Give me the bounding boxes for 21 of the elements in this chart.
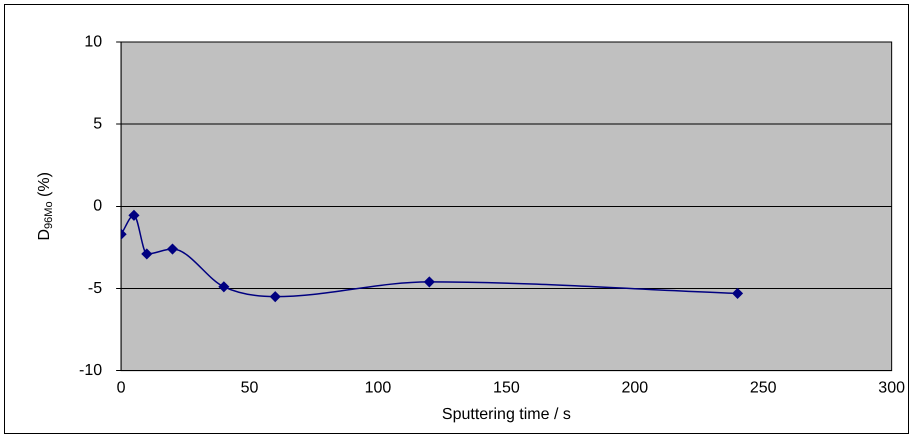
point [732, 288, 743, 299]
y-tick-label: -10 [79, 362, 102, 380]
y-tick-label: 5 [93, 116, 102, 133]
x-tick-label: 300 [878, 380, 906, 397]
point [128, 210, 140, 221]
point [142, 248, 152, 260]
point [424, 276, 435, 288]
y-axis-title: D96Mo (%) [36, 172, 55, 240]
y-tick-label: 0 [93, 198, 102, 215]
x-tick-label: 100 [364, 380, 392, 397]
point [218, 282, 230, 292]
y-tick-label: -5 [88, 280, 102, 297]
point [270, 291, 280, 302]
x-tick-label: 150 [493, 380, 520, 397]
y-tick-label: 10 [84, 33, 102, 50]
x-tick-label: 50 [240, 380, 259, 397]
x-tick-label: 250 [750, 380, 777, 397]
x-axis-title: Sputtering time / s [442, 406, 571, 423]
point [167, 244, 178, 254]
x-tick-label: 0 [116, 380, 126, 397]
x-tick-label: 200 [621, 380, 648, 397]
